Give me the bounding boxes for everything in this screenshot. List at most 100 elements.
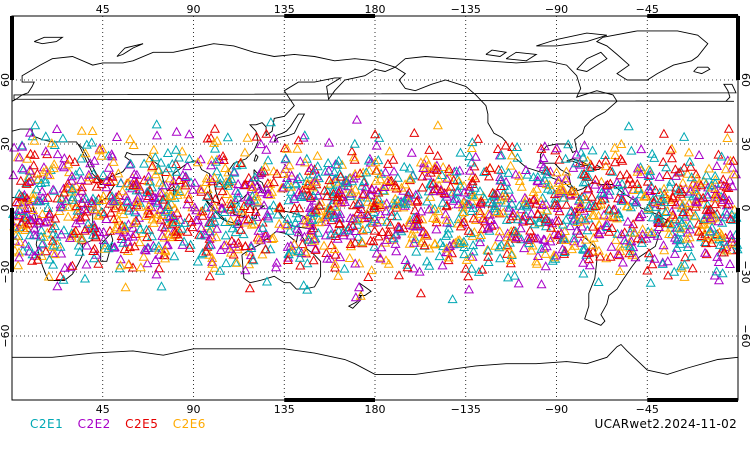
observation-marker: [632, 178, 643, 188]
observation-marker: [114, 263, 125, 273]
observation-marker: [74, 166, 85, 176]
observation-marker: [101, 182, 112, 192]
observation-marker: [83, 169, 94, 179]
observation-marker: [28, 192, 39, 202]
observation-marker: [711, 266, 722, 276]
observation-marker: [89, 204, 100, 214]
observation-marker: [332, 192, 343, 202]
observation-marker: [505, 258, 516, 268]
observation-marker: [260, 244, 271, 254]
observation-marker: [251, 131, 262, 141]
observation-marker: [441, 243, 452, 253]
observation-marker: [154, 177, 165, 187]
observation-marker: [292, 212, 303, 222]
observation-marker: [120, 190, 131, 200]
observation-marker: [150, 254, 161, 264]
observation-marker: [524, 215, 535, 225]
observation-marker: [392, 211, 403, 221]
observation-marker: [666, 153, 678, 163]
observation-marker: [298, 132, 309, 142]
observation-marker: [404, 187, 415, 197]
observation-marker: [604, 226, 615, 236]
observation-marker: [658, 240, 669, 250]
observation-marker: [568, 162, 579, 172]
observation-marker: [323, 165, 334, 175]
observation-marker: [417, 182, 428, 192]
observation-marker: [36, 231, 47, 241]
observation-marker: [232, 188, 244, 198]
observation-marker: [669, 266, 680, 276]
observation-marker: [438, 241, 449, 251]
observation-marker: [637, 224, 648, 234]
observation-marker: [338, 225, 350, 235]
observation-marker: [330, 201, 341, 211]
observation-marker: [675, 234, 686, 244]
observation-marker: [350, 258, 361, 268]
top-lon-label: −135: [451, 3, 481, 16]
observation-marker: [295, 260, 306, 270]
observation-marker: [587, 145, 598, 155]
observation-marker: [41, 216, 52, 226]
eurasia-coast: [11, 43, 397, 205]
observation-marker: [370, 175, 382, 185]
observation-marker: [351, 114, 362, 124]
observation-marker: [473, 266, 484, 276]
observation-marker: [536, 279, 547, 289]
observation-marker: [514, 175, 525, 185]
observation-marker: [335, 171, 346, 181]
observation-marker: [435, 184, 446, 194]
observation-marker: [192, 157, 203, 167]
observation-marker: [87, 125, 98, 135]
observation-marker: [189, 177, 200, 187]
observation-marker: [152, 197, 163, 207]
observation-marker: [205, 173, 216, 184]
observation-marker: [431, 213, 442, 223]
observation-marker: [542, 183, 553, 193]
observation-marker: [425, 179, 436, 189]
observation-marker: [359, 175, 370, 185]
observation-marker: [443, 252, 454, 262]
observation-marker: [78, 193, 89, 203]
observation-marker: [30, 230, 42, 240]
observation-marker: [204, 226, 215, 236]
observation-marker: [246, 242, 257, 252]
observation-marker: [714, 227, 725, 237]
observation-marker: [110, 203, 121, 213]
observation-marker: [644, 202, 655, 212]
observation-marker: [694, 178, 705, 188]
observation-marker: [696, 219, 707, 229]
observation-marker: [209, 143, 221, 153]
observation-marker: [44, 211, 55, 221]
observation-marker: [287, 246, 298, 256]
observation-marker: [144, 207, 156, 218]
observation-marker: [258, 200, 270, 210]
observation-marker: [115, 178, 126, 188]
observation-marker: [11, 196, 22, 206]
observation-marker: [677, 177, 688, 187]
observation-marker: [477, 214, 488, 224]
observation-marker: [63, 201, 74, 211]
observation-marker: [140, 210, 152, 220]
observation-marker: [151, 130, 163, 140]
observation-marker: [433, 205, 444, 216]
observation-marker: [157, 194, 168, 204]
observation-marker: [633, 184, 644, 194]
observation-marker: [15, 175, 26, 185]
observation-marker: [420, 230, 431, 240]
observation-marker: [667, 212, 678, 222]
observation-marker: [13, 260, 24, 270]
observation-marker: [529, 194, 540, 204]
observation-marker: [362, 196, 373, 206]
observation-marker: [481, 165, 492, 175]
observation-marker: [704, 226, 715, 236]
observation-marker: [167, 158, 178, 169]
observation-marker: [171, 229, 182, 239]
observation-marker: [699, 247, 711, 257]
observation-marker: [468, 202, 479, 212]
observation-marker: [713, 275, 725, 285]
observation-marker: [261, 184, 272, 194]
observation-marker: [544, 216, 555, 226]
observation-marker: [251, 211, 262, 221]
legend: C2E1 C2E2 C2E5 C2E6: [30, 417, 216, 431]
observation-marker: [405, 173, 416, 183]
